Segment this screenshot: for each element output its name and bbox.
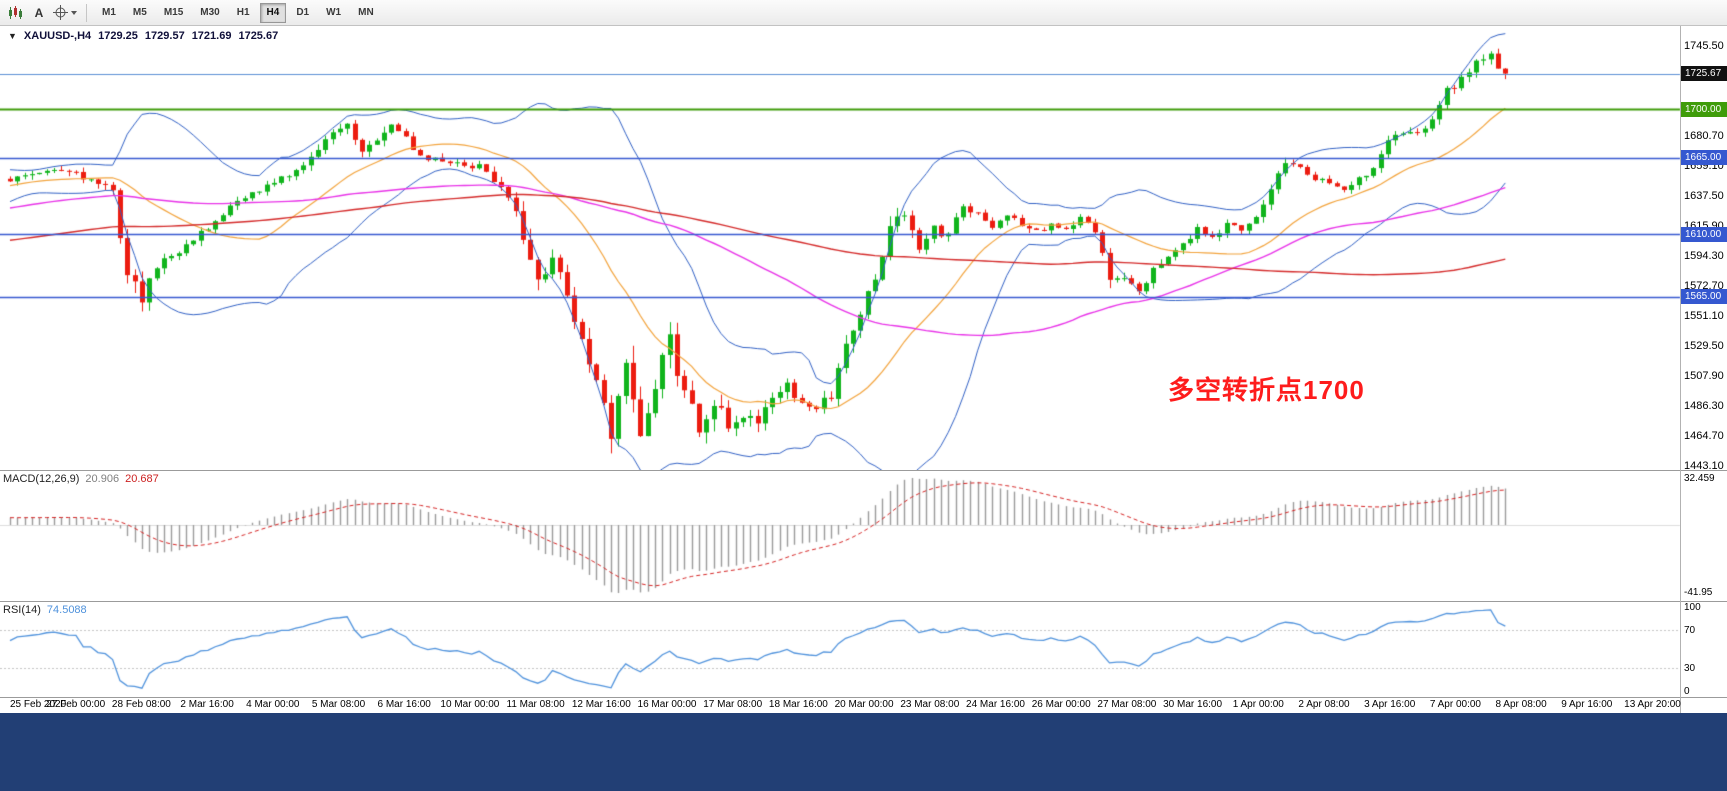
ohlc-close: 1725.67 — [238, 30, 279, 42]
price-axis-separator[interactable] — [1680, 26, 1681, 713]
time-axis-label: 13 Apr 20:00 — [1624, 699, 1681, 710]
time-axis-label: 10 Mar 00:00 — [440, 699, 500, 710]
rsi-value: 74.5088 — [46, 604, 87, 616]
timeframe-button-h1[interactable]: H1 — [236, 7, 250, 18]
one-click-trading-icon[interactable]: ▼ — [8, 31, 17, 41]
time-axis-label: 11 Mar 08:00 — [506, 699, 565, 710]
price-badge: 1610.00 — [1681, 226, 1727, 242]
time-axis-label: 17 Mar 08:00 — [703, 699, 763, 710]
time-axis-label: 2 Apr 08:00 — [1298, 699, 1350, 710]
price-badge: 1725.67 — [1681, 66, 1727, 82]
time-axis-label: 30 Mar 16:00 — [1163, 699, 1223, 710]
time-axis-label: 27 Mar 08:00 — [1097, 699, 1157, 710]
toolbar: A M1 M5 M15 M30 H1 H4 D1 W1 MN — [0, 0, 1727, 26]
price-axis-label: 1486.30 — [1684, 400, 1724, 413]
price-badge: 1700.00 — [1681, 101, 1727, 117]
time-axis-label: 23 Mar 08:00 — [900, 699, 960, 710]
macd-axis-label: 32.459 — [1684, 473, 1715, 484]
time-axis-label: 7 Apr 00:00 — [1429, 699, 1481, 710]
time-axis-label: 1 Apr 00:00 — [1232, 699, 1284, 710]
price-badge: 1665.00 — [1681, 150, 1727, 166]
chart-header: ▼ XAUUSD-,H4 1729.25 1729.57 1721.69 172… — [8, 30, 278, 42]
timeframe-button-h4[interactable]: H4 — [259, 2, 287, 23]
rsi-axis-label: 0 — [1684, 686, 1690, 697]
timeframe-button-d1[interactable]: D1 — [296, 7, 310, 18]
toolbar-separator — [86, 3, 87, 22]
time-axis-label: 18 Mar 16:00 — [768, 699, 828, 710]
timeframe-button-w1[interactable]: W1 — [326, 7, 342, 18]
time-axis-label: 20 Mar 00:00 — [834, 699, 894, 710]
time-axis-separator — [0, 697, 1727, 698]
symbol-title: XAUUSD-,H4 — [23, 30, 92, 42]
ohlc-low: 1721.69 — [191, 30, 232, 42]
timeframe-button-mn[interactable]: MN — [358, 7, 374, 18]
macd-axis-label: -41.95 — [1684, 587, 1713, 598]
price-axis-label: 1745.50 — [1684, 40, 1724, 53]
candlestick-glyph — [9, 5, 22, 19]
time-axis-label: 5 Mar 08:00 — [311, 699, 366, 710]
macd-value-main: 20.906 — [85, 473, 120, 485]
price-axis-label: 1637.50 — [1684, 190, 1724, 203]
new-chart-icon[interactable] — [4, 2, 26, 24]
price-badge: 1565.00 — [1681, 289, 1727, 305]
rsi-label: RSI(14) 74.5088 — [3, 604, 87, 616]
time-axis-label: 24 Mar 16:00 — [966, 699, 1025, 710]
price-axis-label: 1464.70 — [1684, 430, 1724, 443]
ohlc-open: 1729.25 — [98, 30, 138, 42]
time-axis-label: 12 Mar 16:00 — [571, 699, 631, 710]
rsi-axis-label: 30 — [1684, 663, 1696, 675]
footer-bar — [0, 713, 1727, 791]
rsi-canvas[interactable] — [0, 601, 1727, 697]
time-axis-label: 6 Mar 16:00 — [377, 699, 431, 710]
time-axis-label: 26 Mar 00:00 — [1031, 699, 1091, 710]
timeframe-button-m1[interactable]: M1 — [102, 7, 116, 18]
timeframe-button-m30[interactable]: M30 — [200, 7, 220, 18]
rsi-name: RSI(14) — [3, 604, 41, 616]
price-axis-label: 1443.10 — [1684, 460, 1724, 473]
time-axis-label: 4 Mar 00:00 — [246, 699, 300, 710]
crosshair-glyph — [53, 5, 68, 20]
time-axis-label: 9 Apr 16:00 — [1561, 699, 1613, 710]
time-axis-label: 3 Apr 16:00 — [1364, 699, 1416, 710]
chart-annotation-text[interactable]: 多空转折点1700 — [1168, 375, 1365, 405]
macd-panel-separator[interactable] — [0, 470, 1727, 471]
macd-name: MACD(12,26,9) — [3, 473, 80, 485]
rsi-panel-separator[interactable] — [0, 601, 1727, 602]
time-axis-label: 16 Mar 00:00 — [637, 699, 697, 710]
time-axis-label: 2 Mar 16:00 — [180, 699, 234, 710]
main-chart-canvas[interactable] — [0, 26, 1727, 470]
price-axis-label: 1594.30 — [1684, 250, 1724, 263]
macd-value-signal: 20.687 — [125, 473, 159, 485]
timeframe-toolbar: M1 M5 M15 M30 H1 H4 D1 W1 MN — [95, 2, 381, 23]
price-axis-label: 1507.90 — [1684, 370, 1724, 383]
time-axis-label: 28 Feb 08:00 — [111, 699, 171, 710]
caret-down-icon — [71, 10, 77, 15]
timeframe-button-m5[interactable]: M5 — [132, 7, 147, 18]
price-axis-label: 1551.10 — [1684, 310, 1724, 323]
price-axis-label: 1572.70 — [1684, 280, 1724, 293]
chart-window: ▼ XAUUSD-,H4 1729.25 1729.57 1721.69 172… — [0, 26, 1727, 713]
price-axis-label: 1680.70 — [1684, 130, 1724, 143]
text-tool-button[interactable]: A — [34, 5, 44, 20]
time-axis-label: 8 Apr 08:00 — [1495, 699, 1547, 710]
ohlc-high: 1729.57 — [144, 30, 185, 42]
rsi-axis-label: 70 — [1684, 624, 1696, 636]
crosshair-icon[interactable] — [52, 2, 78, 24]
timeframe-button-m15[interactable]: M15 — [163, 7, 184, 18]
macd-canvas[interactable] — [0, 470, 1727, 601]
rsi-axis-label: 100 — [1684, 602, 1701, 613]
time-axis-label: 25 Feb 2020 — [10, 699, 67, 710]
price-axis-label: 1529.50 — [1684, 340, 1724, 353]
macd-label: MACD(12,26,9) 20.906 20.687 — [3, 473, 159, 485]
time-axis-label: 27 Feb 00:00 — [46, 699, 106, 710]
